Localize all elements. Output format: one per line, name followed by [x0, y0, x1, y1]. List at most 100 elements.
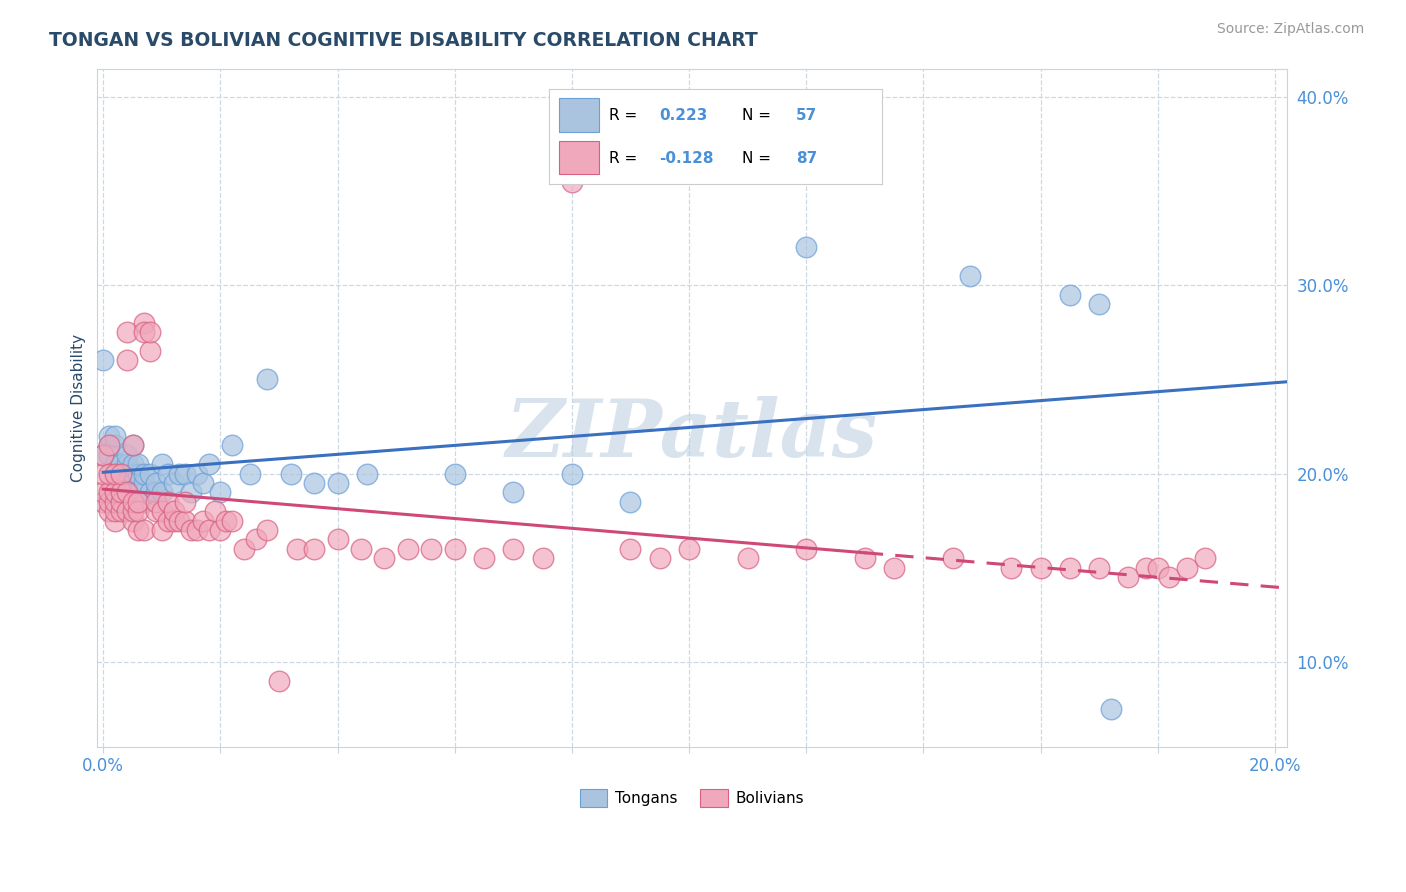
Point — [209, 485, 232, 500]
Point — [115, 457, 138, 471]
Point — [169, 467, 191, 481]
Point — [121, 514, 143, 528]
Point — [98, 495, 121, 509]
Point — [115, 475, 138, 490]
Point — [134, 475, 156, 490]
Point — [91, 353, 114, 368]
Point — [280, 467, 302, 481]
Point — [139, 325, 162, 339]
Point — [150, 485, 173, 500]
Point — [121, 457, 143, 471]
Point — [110, 457, 132, 471]
Point — [678, 541, 700, 556]
Point — [139, 485, 162, 500]
Point — [204, 504, 226, 518]
Point — [794, 240, 817, 254]
Point — [127, 504, 149, 518]
Point — [174, 467, 197, 481]
Point — [98, 485, 121, 500]
Point — [326, 475, 349, 490]
Point — [356, 467, 378, 481]
Point — [115, 448, 138, 462]
Point — [162, 475, 184, 490]
Point — [104, 504, 127, 518]
Point — [98, 438, 121, 452]
Point — [156, 514, 179, 528]
Text: TONGAN VS BOLIVIAN COGNITIVE DISABILITY CORRELATION CHART: TONGAN VS BOLIVIAN COGNITIVE DISABILITY … — [49, 31, 758, 50]
Point — [139, 467, 162, 481]
Point — [221, 438, 243, 452]
Point — [104, 457, 127, 471]
Point — [127, 467, 149, 481]
Point — [959, 268, 981, 283]
Point — [221, 514, 243, 528]
Point — [110, 495, 132, 509]
Point — [619, 541, 641, 556]
Point — [150, 457, 173, 471]
Point — [134, 325, 156, 339]
Point — [215, 514, 238, 528]
Point — [794, 541, 817, 556]
Text: Source: ZipAtlas.com: Source: ZipAtlas.com — [1216, 22, 1364, 37]
Point — [104, 485, 127, 500]
Point — [256, 523, 278, 537]
Point — [186, 467, 208, 481]
Point — [104, 438, 127, 452]
Point — [1029, 560, 1052, 574]
Point — [127, 523, 149, 537]
Point — [1059, 560, 1081, 574]
Point — [561, 175, 583, 189]
Point — [156, 467, 179, 481]
Point — [853, 551, 876, 566]
Point — [98, 504, 121, 518]
Point — [145, 475, 167, 490]
Point — [239, 467, 262, 481]
Point — [121, 475, 143, 490]
Point — [285, 541, 308, 556]
Point — [1159, 570, 1181, 584]
Point — [502, 541, 524, 556]
Point — [326, 533, 349, 547]
Point — [232, 541, 254, 556]
Point — [180, 485, 202, 500]
Point — [127, 457, 149, 471]
Point — [134, 523, 156, 537]
Point — [174, 495, 197, 509]
Point — [648, 551, 671, 566]
Point — [180, 523, 202, 537]
Point — [134, 316, 156, 330]
Point — [104, 514, 127, 528]
Point — [115, 353, 138, 368]
Point — [98, 467, 121, 481]
Point — [883, 560, 905, 574]
Point — [104, 495, 127, 509]
Point — [420, 541, 443, 556]
Point — [121, 495, 143, 509]
Point — [186, 523, 208, 537]
Point — [443, 541, 465, 556]
Point — [396, 541, 419, 556]
Point — [110, 467, 132, 481]
Point — [98, 438, 121, 452]
Point — [1175, 560, 1198, 574]
Point — [350, 541, 373, 556]
Point — [98, 448, 121, 462]
Point — [110, 467, 132, 481]
Point — [1059, 287, 1081, 301]
Point — [98, 429, 121, 443]
Point — [127, 485, 149, 500]
Point — [209, 523, 232, 537]
Point — [561, 467, 583, 481]
Point — [150, 523, 173, 537]
Point — [127, 495, 149, 509]
Point — [134, 495, 156, 509]
Point — [145, 495, 167, 509]
Point — [169, 514, 191, 528]
Point — [1146, 560, 1168, 574]
Point — [502, 485, 524, 500]
Point — [110, 504, 132, 518]
Point — [191, 475, 214, 490]
Point — [1099, 702, 1122, 716]
Point — [1118, 570, 1140, 584]
Point — [150, 504, 173, 518]
